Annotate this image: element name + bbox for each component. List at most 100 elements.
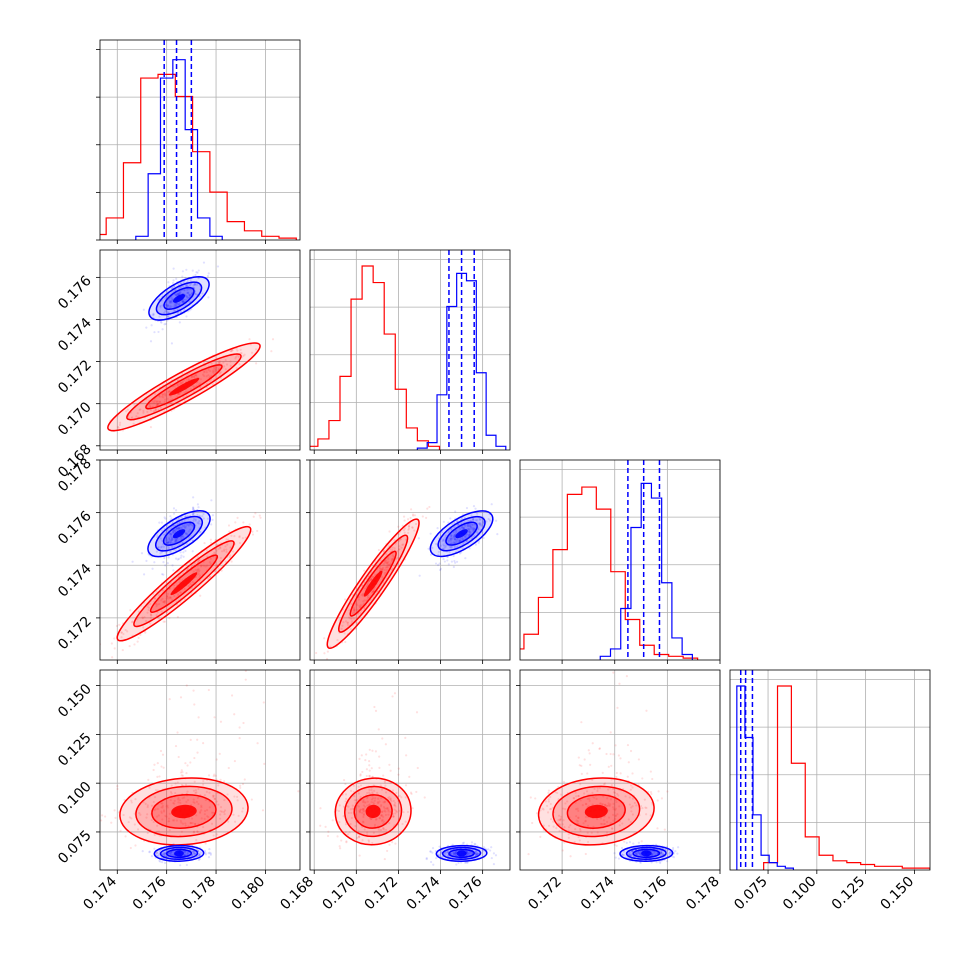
scatter-point <box>180 535 183 539</box>
scatter-point <box>223 809 227 812</box>
scatter-point <box>160 529 164 532</box>
scatter-point <box>478 522 481 526</box>
scatter-point <box>256 742 259 745</box>
scatter-point <box>453 852 456 856</box>
scatter-point <box>353 611 356 614</box>
scatter-point <box>192 831 195 834</box>
scatter-point <box>593 796 596 799</box>
scatter-point <box>119 829 122 832</box>
scatter-point <box>394 842 397 845</box>
scatter-point <box>387 560 390 563</box>
scatter-point <box>149 340 153 343</box>
scatter-point <box>442 544 446 547</box>
scatter-point <box>671 846 675 850</box>
scatter-point <box>251 533 255 536</box>
scatter-point <box>144 802 147 805</box>
scatter-point <box>468 531 471 534</box>
scatter-point <box>365 753 368 756</box>
scatter-point <box>591 791 594 794</box>
scatter-point <box>461 537 464 540</box>
scatter-point <box>423 796 426 799</box>
scatter-point <box>376 791 379 794</box>
scatter-point <box>193 385 197 388</box>
scatter-point <box>174 384 177 387</box>
scatter-point <box>353 608 356 612</box>
scatter-point <box>191 580 194 584</box>
scatter-point <box>444 544 447 547</box>
scatter-point <box>170 596 173 599</box>
scatter-point <box>385 568 388 572</box>
scatter-point <box>166 306 169 309</box>
scatter-point <box>169 852 172 855</box>
scatter-point <box>588 799 591 802</box>
scatter-point <box>381 818 384 821</box>
scatter-point <box>413 514 417 517</box>
scatter-point <box>470 841 474 844</box>
scatter-point <box>196 568 199 571</box>
scatter-point <box>170 539 173 542</box>
scatter-point <box>122 632 125 636</box>
scatter-point <box>446 850 450 853</box>
scatter-point <box>608 804 611 807</box>
panel-frame <box>99 669 301 871</box>
scatter-point <box>429 532 432 535</box>
scatter-point <box>194 518 197 521</box>
scatter-point <box>177 392 181 395</box>
scatter-point <box>185 315 188 318</box>
scatter-point <box>162 600 165 604</box>
scatter-point <box>219 560 222 563</box>
scatter-point <box>639 854 643 857</box>
scatter-point <box>186 853 189 856</box>
scatter-point <box>462 526 465 530</box>
y-tick-label: 0.075 <box>55 827 95 867</box>
scatter-point <box>383 781 387 784</box>
scatter-point <box>466 524 469 527</box>
scatter-point <box>168 300 172 303</box>
scatter-point <box>175 549 178 552</box>
scatter-point <box>412 514 415 517</box>
scatter-point <box>176 731 179 734</box>
scatter-point <box>578 764 581 767</box>
scatter-point <box>183 525 186 528</box>
scatter-point <box>542 808 545 811</box>
scatter-point <box>387 808 390 812</box>
scatter-point <box>399 538 402 541</box>
scatter-point <box>173 528 176 531</box>
scatter-point <box>359 606 362 609</box>
scatter-point <box>163 392 166 395</box>
scatter-point <box>381 810 384 813</box>
scatter-point <box>238 541 242 545</box>
scatter-point <box>545 804 549 808</box>
y-tick-label: 0.170 <box>55 399 95 439</box>
scatter-point <box>170 533 173 536</box>
scatter-point <box>386 849 389 853</box>
scatter-point <box>166 806 169 809</box>
scatter-point <box>176 383 179 387</box>
scatter-point <box>133 823 136 826</box>
scatter-point <box>193 375 196 378</box>
scatter-point <box>180 381 183 384</box>
scatter-point <box>158 602 161 606</box>
scatter-point <box>146 804 149 807</box>
scatter-point <box>382 550 386 553</box>
scatter-point <box>615 800 618 804</box>
scatter-point <box>617 794 620 797</box>
panel-frame <box>99 249 301 451</box>
scatter-point <box>383 809 386 812</box>
panel-1-1 <box>309 249 511 454</box>
scatter-point <box>156 534 159 537</box>
scatter-point <box>162 810 166 813</box>
scatter-point <box>382 805 385 809</box>
scatter-point <box>458 539 461 542</box>
scatter-point <box>628 796 631 799</box>
scatter-point <box>397 525 400 528</box>
scatter-point <box>653 851 656 854</box>
scatter-point <box>398 548 401 551</box>
scatter-point <box>569 824 572 827</box>
scatter-point <box>173 285 176 288</box>
scatter-point <box>402 529 405 532</box>
scatter-point <box>146 611 149 614</box>
scatter-point <box>229 554 232 557</box>
scatter-point <box>231 349 234 352</box>
scatter-point <box>183 851 187 854</box>
